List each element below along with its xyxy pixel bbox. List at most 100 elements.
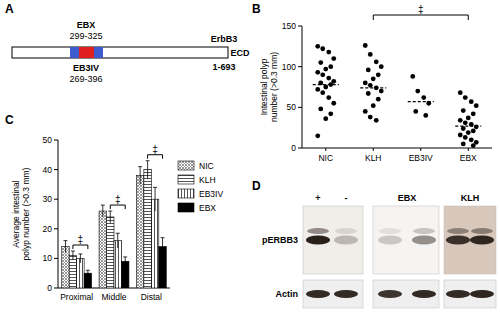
- blot-band: [412, 290, 436, 298]
- dot: [328, 111, 333, 116]
- blot-band: [306, 290, 330, 298]
- bar: [144, 170, 151, 288]
- x-tick-label: NIC: [318, 153, 333, 163]
- dot: [461, 108, 466, 113]
- dot: [315, 87, 320, 92]
- dot: [363, 43, 368, 48]
- blot-band: [446, 236, 470, 245]
- y-axis: [58, 140, 59, 288]
- blot-band: [470, 236, 494, 245]
- dot: [458, 133, 463, 138]
- y-tick: [54, 169, 58, 170]
- blot-band: [412, 236, 436, 245]
- blot-band: [335, 228, 357, 234]
- plot-area: [313, 43, 482, 148]
- dot: [323, 85, 328, 90]
- region-label: EB3IV: [73, 63, 99, 73]
- x-tick-label: Proximal: [60, 292, 93, 302]
- dot: [374, 118, 379, 123]
- eb3iv-region: [94, 47, 103, 58]
- blot-band: [334, 290, 358, 298]
- dot: [463, 135, 468, 140]
- region-label: EBX: [77, 20, 96, 30]
- blot-background: [373, 206, 439, 274]
- dot: [323, 116, 328, 121]
- x-tick: [325, 148, 326, 151]
- legend-swatch: [178, 175, 194, 184]
- dot: [463, 120, 468, 125]
- y-tick: [54, 288, 58, 289]
- panel-label: B: [252, 2, 261, 16]
- bar: [69, 255, 76, 288]
- panel-label: A: [5, 2, 14, 16]
- x-tick-label: Distal: [141, 292, 162, 302]
- y-tick-label: 0: [291, 143, 296, 153]
- significance-mark: ‡: [78, 234, 84, 245]
- eb3iv-region: [70, 47, 79, 58]
- dot: [474, 103, 479, 108]
- panel-label: C: [5, 113, 14, 127]
- dot: [320, 90, 325, 95]
- label-line: Intestinal polyp: [259, 58, 269, 115]
- error-bar: [116, 233, 120, 248]
- label-line: number (>0.3 mm): [269, 52, 279, 122]
- dot: [379, 89, 384, 94]
- row-label: Actin: [276, 289, 299, 299]
- dot: [469, 137, 474, 142]
- blot-band: [446, 290, 470, 298]
- significance-mark: ‡: [152, 144, 158, 155]
- error-bar: [146, 161, 150, 179]
- y-axis-label: Average intestinalpolyp number (>0.3 mm): [11, 167, 31, 260]
- y-tick: [298, 107, 302, 108]
- dot: [363, 81, 368, 86]
- blot-band: [413, 228, 435, 234]
- region-label: 299-325: [69, 31, 102, 41]
- panel-c: C01020304050ProximalMiddleDistalAverage …: [5, 113, 223, 302]
- dot: [374, 59, 379, 64]
- x-tick: [420, 148, 421, 151]
- y-tick: [298, 148, 302, 149]
- blot-band: [447, 228, 469, 234]
- row-label: pERBB3: [262, 235, 298, 245]
- error-bar: [123, 257, 127, 266]
- dot: [471, 111, 476, 116]
- bar: [151, 199, 158, 288]
- blot-band: [334, 236, 358, 245]
- median-line: [360, 87, 386, 88]
- dot: [326, 76, 331, 81]
- significance-bracket: [148, 155, 163, 159]
- panel-d: D+-EBXKLHpERBB3Actin: [252, 179, 496, 308]
- x-tick-label: KLH: [365, 153, 382, 163]
- dot: [315, 133, 320, 138]
- lane-label: KLH: [461, 193, 480, 203]
- region-label: 269-396: [69, 74, 102, 84]
- dot: [376, 97, 381, 102]
- error-bar: [63, 241, 67, 253]
- error-bar: [101, 205, 105, 217]
- bar: [99, 211, 106, 288]
- dot: [315, 44, 320, 49]
- panel-a: AEBX299-325EB3IV269-396ErbB3ECD1-693: [5, 2, 250, 84]
- significance-mark: ‡: [115, 194, 121, 205]
- dot: [461, 142, 466, 147]
- protein-bar: [12, 47, 228, 58]
- x-tick-label: EB3IV: [409, 153, 433, 163]
- dot: [466, 130, 471, 135]
- legend-swatch: [178, 203, 194, 212]
- dot: [326, 95, 331, 100]
- dot: [413, 109, 418, 114]
- dot: [471, 129, 476, 134]
- blot-background: [444, 280, 496, 308]
- y-tick: [298, 26, 302, 27]
- dot: [318, 60, 323, 65]
- dot: [410, 74, 415, 79]
- y-tick-label: 150: [282, 21, 296, 31]
- dot: [320, 46, 325, 51]
- dot: [463, 95, 468, 100]
- legend-label: EBX: [199, 203, 216, 213]
- median-line: [455, 125, 481, 126]
- blot-background: [303, 206, 363, 274]
- label-line: polyp number (>0.3 mm): [21, 167, 31, 260]
- panel-b: B050100150NICKLHEB3IVEBXIntestinal polyp…: [252, 2, 492, 163]
- y-tick-label: 10: [43, 253, 53, 263]
